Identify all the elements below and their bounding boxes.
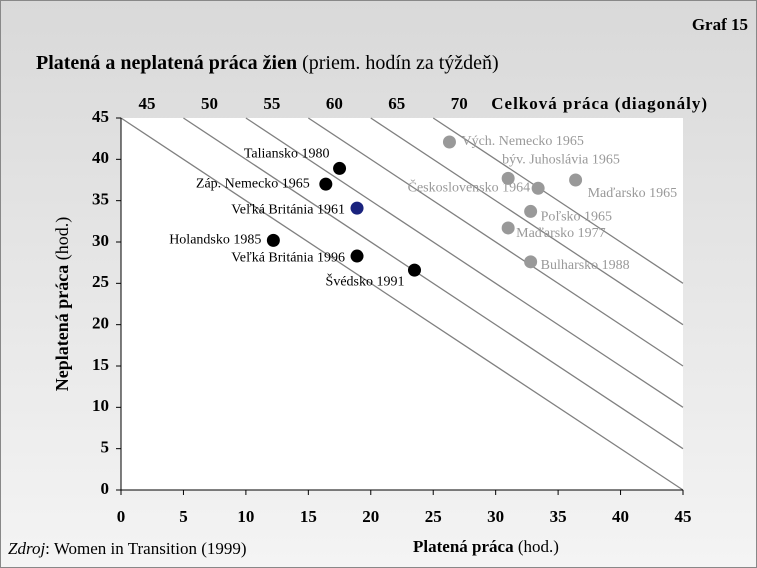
diagonal-line	[245, 117, 684, 408]
diagonal-line	[370, 117, 684, 326]
point	[501, 171, 515, 185]
point-label: Československo 1964	[408, 178, 531, 195]
diagonal-line	[183, 117, 684, 450]
y-tick-label: 45	[92, 107, 109, 126]
y-label-group: Neplatená práca (hod.)	[52, 217, 73, 391]
x-tick-label: 20	[362, 507, 379, 526]
y-axis-unit: (hod.)	[52, 217, 73, 261]
point-label: Záp. Nemecko 1965	[196, 176, 310, 191]
x-tick-label: 40	[612, 507, 629, 526]
point	[501, 221, 515, 235]
top-tick-label: 70	[451, 94, 468, 113]
point	[333, 161, 347, 175]
point-label: Maďarsko 1977	[516, 226, 606, 241]
point-label: Švédsko 1991	[326, 272, 405, 289]
point-label: Veľká Británia 1961	[231, 202, 345, 217]
top-tick-label: 50	[201, 94, 218, 113]
x-tick-label: 15	[300, 507, 317, 526]
y-tick-label: 25	[92, 272, 109, 291]
point	[350, 249, 364, 263]
x-axis-unit: (hod.)	[518, 537, 559, 556]
top-tick-label: 60	[326, 94, 343, 113]
point-label: Poľsko 1965	[541, 210, 612, 225]
point-label: býv. Juhoslávia 1965	[502, 153, 620, 168]
corner-label: Graf 15	[692, 15, 748, 34]
source-group: Zdroj: Women in Transition (1999)	[8, 539, 247, 558]
diagonal-line	[432, 117, 684, 284]
point	[569, 173, 583, 187]
top-tick-label: 65	[388, 94, 405, 113]
point-label: Taliansko 1980	[244, 147, 330, 162]
point	[266, 233, 280, 247]
y-axis-label: Neplatená práca	[52, 265, 72, 391]
y-tick-label: 30	[92, 231, 109, 250]
y-tick-label: 35	[92, 190, 109, 209]
point	[524, 255, 538, 269]
point	[319, 177, 333, 191]
diagonal-line	[120, 117, 684, 491]
x-tick-label: 35	[550, 507, 567, 526]
x-axis-label: Platená práca	[413, 537, 514, 556]
x-tick-label: 5	[179, 507, 188, 526]
x-label-group: Platená práca (hod.)	[413, 537, 559, 556]
chart-subtitle: (priem. hodín za týždeň)	[302, 52, 499, 74]
y-tick-label: 5	[101, 438, 110, 457]
point	[442, 135, 456, 149]
y-tick-label: 20	[92, 314, 109, 333]
y-tick-label: 15	[92, 355, 109, 374]
chart-title: Platená a neplatená práca žien	[36, 52, 297, 74]
y-tick-label: 10	[92, 396, 109, 415]
point-label: Maďarsko 1965	[588, 186, 678, 201]
point-label: Veľká Británia 1996	[231, 250, 345, 265]
point	[531, 181, 545, 195]
title-group: Platená a neplatená práca žien (priem. h…	[36, 52, 499, 74]
point	[524, 204, 538, 218]
y-tick-label: 40	[92, 148, 109, 167]
point-label: Bulharsko 1988	[541, 258, 630, 273]
point-label: Holandsko 1985	[169, 233, 261, 248]
x-tick-label: 45	[675, 507, 692, 526]
top-axis-label: Celková práca (diagonály)	[491, 94, 708, 113]
x-tick-label: 10	[237, 507, 254, 526]
x-tick-label: 0	[117, 507, 126, 526]
x-tick-label: 30	[487, 507, 504, 526]
top-tick-label: 45	[139, 94, 156, 113]
point	[350, 201, 364, 215]
source: : Women in Transition (1999)	[45, 539, 246, 558]
point-label: Vých. Nemecko 1965	[461, 134, 583, 149]
y-tick-label: 0	[101, 479, 110, 498]
top-tick-label: 55	[263, 94, 280, 113]
x-tick-label: 25	[425, 507, 442, 526]
source-prefix: Zdroj	[8, 539, 45, 558]
diagonal-line	[307, 117, 684, 367]
point	[407, 263, 421, 277]
